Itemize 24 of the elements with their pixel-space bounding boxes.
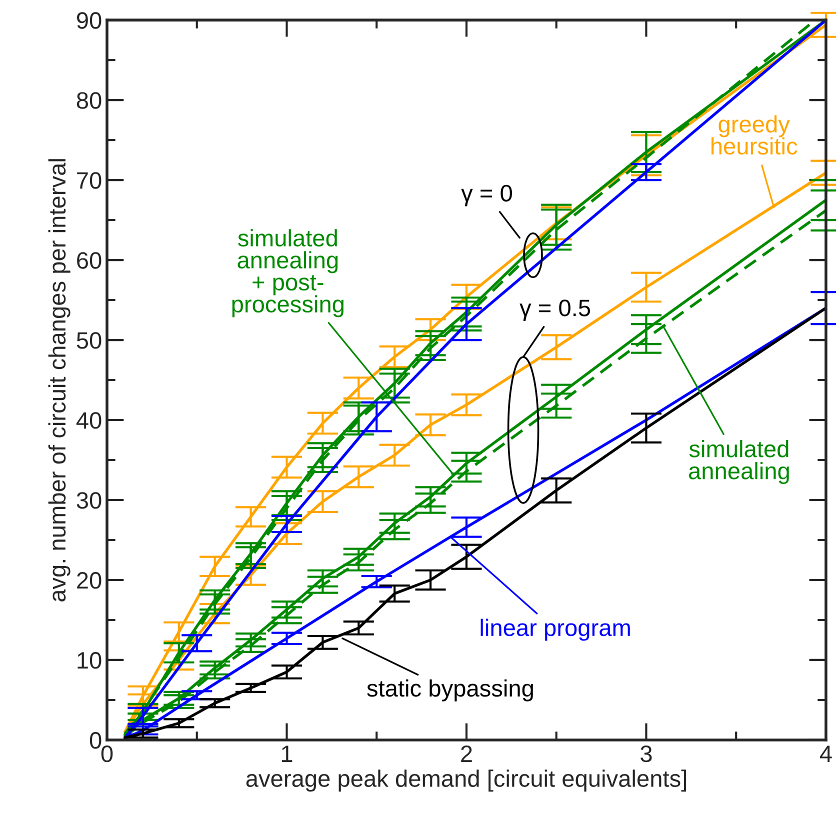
y-tick-label: 20 — [77, 572, 102, 589]
y-tick-label: 80 — [76, 92, 102, 109]
y-tick-label: 70 — [77, 172, 102, 189]
y-tick-label: 0 — [90, 732, 102, 749]
annotation: γ = 0.5 — [520, 300, 590, 321]
y-tick-label: 30 — [76, 492, 102, 509]
annotation: greedy heursitic — [712, 115, 798, 155]
x-axis-title: average peak demand [circuit equivalents] — [246, 770, 686, 792]
y-tick-label: 60 — [77, 252, 102, 269]
annotation: simulated annealing + post- processing — [232, 229, 344, 318]
annotation: linear program — [480, 618, 630, 641]
x-tick-label: 1 — [282, 746, 292, 762]
y-tick-label: 90 — [76, 12, 102, 29]
y-tick-label: 10 — [78, 652, 102, 669]
y-axis-title: avg. number of circuit changes per interval — [48, 159, 70, 602]
annotation: γ = 0 — [461, 184, 512, 206]
annotation: simulated annealing — [689, 440, 789, 484]
y-tick-label: 50 — [76, 332, 102, 349]
x-tick-label: 4 — [820, 746, 832, 762]
annotation: static bypassing — [367, 679, 533, 702]
y-tick-label: 40 — [76, 412, 102, 429]
x-tick-label: 0 — [101, 745, 113, 762]
x-tick-label: 2 — [461, 745, 472, 762]
x-tick-label: 3 — [640, 745, 652, 762]
